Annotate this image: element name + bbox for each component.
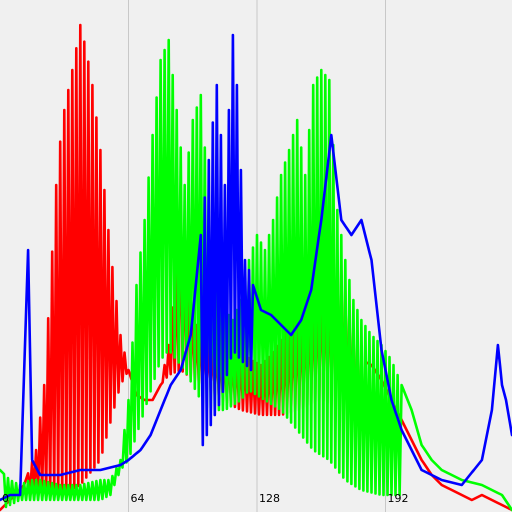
- x-tick-label-0: 0: [2, 492, 9, 505]
- x-axis-ticks: 0 64 128 192: [2, 492, 409, 505]
- series-blue-line: [0, 33, 512, 502]
- x-tick-label-64: 64: [131, 492, 145, 505]
- series-layer: [0, 23, 512, 512]
- x-tick-label-128: 128: [259, 492, 280, 505]
- series-green-line: [0, 38, 512, 512]
- x-tick-label-192: 192: [388, 492, 409, 505]
